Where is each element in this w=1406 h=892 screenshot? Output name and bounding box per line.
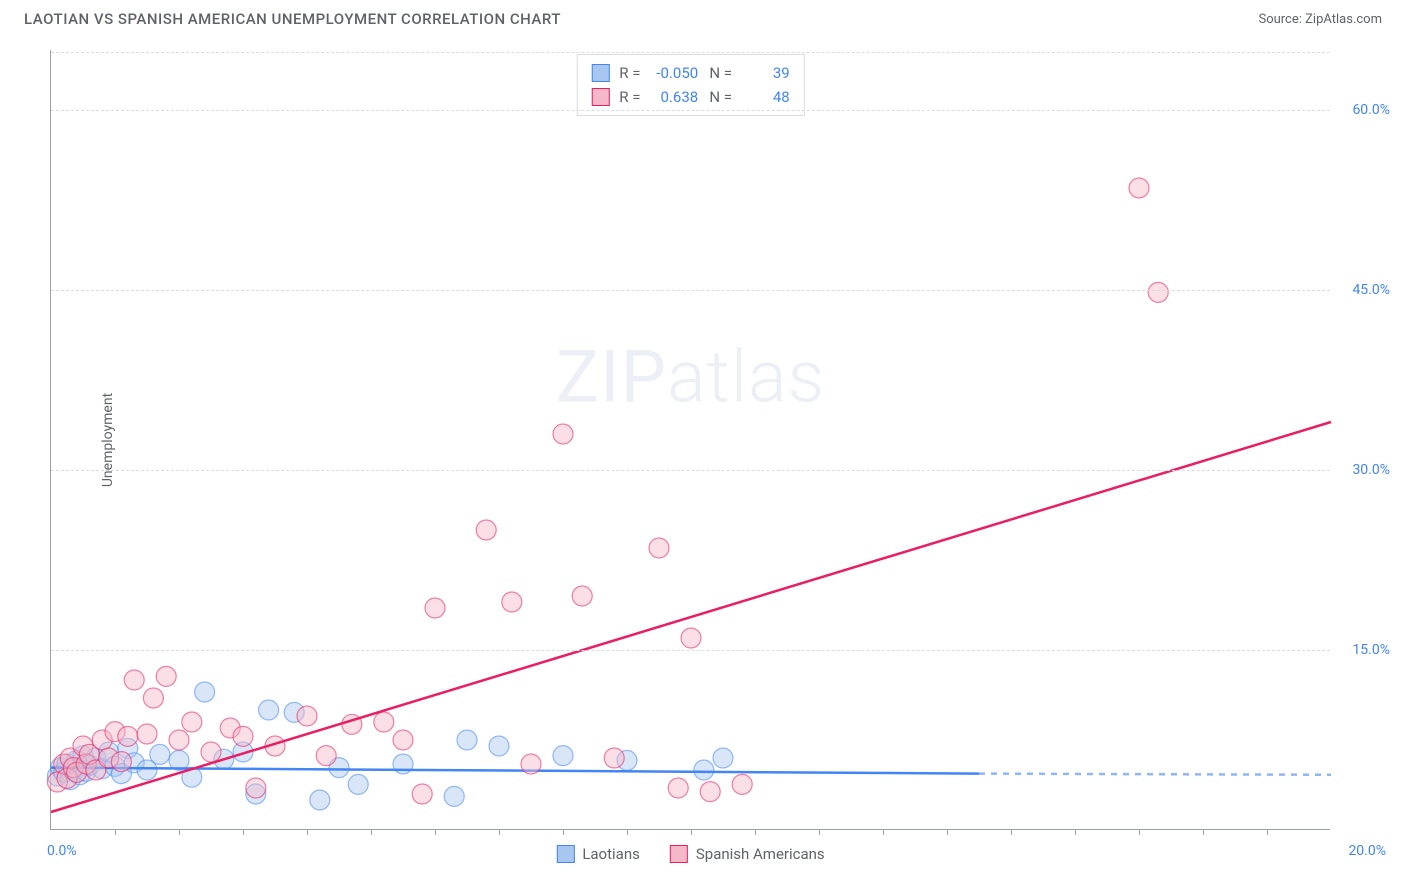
x-tick-mark [307, 829, 308, 835]
x-tick-mark [115, 829, 116, 835]
legend-swatch [591, 88, 609, 106]
legend-swatch [670, 845, 688, 863]
gridline [51, 290, 1330, 291]
x-tick-mark [1011, 829, 1012, 835]
chart-title: LAOTIAN VS SPANISH AMERICAN UNEMPLOYMENT… [24, 10, 561, 28]
data-point [476, 520, 496, 540]
legend-item: Spanish Americans [670, 845, 825, 863]
data-point [297, 706, 317, 726]
trend-line [51, 422, 1331, 812]
data-point [310, 790, 330, 810]
data-point [489, 736, 509, 756]
data-point [681, 628, 701, 648]
legend-stats: R = -0.050 N = 39 [619, 61, 789, 85]
x-tick-mark [1139, 829, 1140, 835]
data-point [1129, 178, 1149, 198]
chart-header: LAOTIAN VS SPANISH AMERICAN UNEMPLOYMENT… [0, 0, 1406, 34]
gridline [51, 52, 1330, 53]
data-point [201, 742, 221, 762]
y-tick-label: 45.0% [1340, 282, 1390, 298]
x-tick-mark [883, 829, 884, 835]
data-point [412, 784, 432, 804]
data-point [604, 748, 624, 768]
data-point [143, 688, 163, 708]
data-point [425, 598, 445, 618]
data-point [694, 760, 714, 780]
legend-label: Laotians [582, 845, 640, 863]
legend-swatch [591, 64, 609, 82]
data-point [649, 538, 669, 558]
gridline [51, 470, 1330, 471]
x-tick-mark [1267, 829, 1268, 835]
data-point [124, 670, 144, 690]
gridline [51, 650, 1330, 651]
x-tick-label: 20.0% [1348, 843, 1386, 859]
correlation-legend: R = -0.050 N = 39 R = 0.638 N = 48 [576, 54, 804, 116]
chart-source: Source: ZipAtlas.com [1258, 12, 1382, 27]
x-tick-mark [819, 829, 820, 835]
data-point [393, 730, 413, 750]
x-tick-mark [243, 829, 244, 835]
legend-row: R = -0.050 N = 39 [591, 61, 789, 85]
data-point [732, 774, 752, 794]
data-point [374, 712, 394, 732]
x-tick-mark [371, 829, 372, 835]
data-point [137, 724, 157, 744]
data-point [502, 592, 522, 612]
x-tick-mark [435, 829, 436, 835]
data-point [572, 586, 592, 606]
x-tick-mark [755, 829, 756, 835]
legend-stats: R = 0.638 N = 48 [619, 85, 789, 109]
data-point [259, 700, 279, 720]
data-point [233, 726, 253, 746]
x-tick-label: 0.0% [47, 843, 77, 859]
scatter-svg [51, 50, 1330, 829]
x-tick-mark [1075, 829, 1076, 835]
chart-plot-area: Unemployment ZIPatlas R = -0.050 N = 39 … [50, 50, 1330, 830]
data-point [553, 746, 573, 766]
legend-row: R = 0.638 N = 48 [591, 85, 789, 109]
data-point [1148, 282, 1168, 302]
data-point [553, 424, 573, 444]
data-point [156, 666, 176, 686]
data-point [713, 748, 733, 768]
y-tick-label: 60.0% [1340, 102, 1390, 118]
x-tick-mark [947, 829, 948, 835]
data-point [169, 730, 189, 750]
gridline [51, 110, 1330, 111]
x-tick-mark [627, 829, 628, 835]
y-tick-label: 15.0% [1340, 642, 1390, 658]
trend-line-extension [979, 774, 1331, 775]
data-point [111, 752, 131, 772]
data-point [521, 754, 541, 774]
x-tick-mark [499, 829, 500, 835]
data-point [316, 746, 336, 766]
legend-label: Spanish Americans [696, 845, 825, 863]
data-point [700, 782, 720, 802]
series-legend: Laotians Spanish Americans [556, 845, 824, 863]
y-tick-label: 30.0% [1340, 462, 1390, 478]
legend-item: Laotians [556, 845, 640, 863]
data-point [195, 682, 215, 702]
data-point [444, 786, 464, 806]
data-point [457, 730, 477, 750]
data-point [348, 774, 368, 794]
x-tick-mark [563, 829, 564, 835]
data-point [118, 726, 138, 746]
x-tick-mark [179, 829, 180, 835]
x-tick-mark [691, 829, 692, 835]
legend-swatch [556, 845, 574, 863]
data-point [182, 712, 202, 732]
data-point [668, 778, 688, 798]
data-point [246, 778, 266, 798]
data-point [150, 744, 170, 764]
x-tick-mark [1203, 829, 1204, 835]
